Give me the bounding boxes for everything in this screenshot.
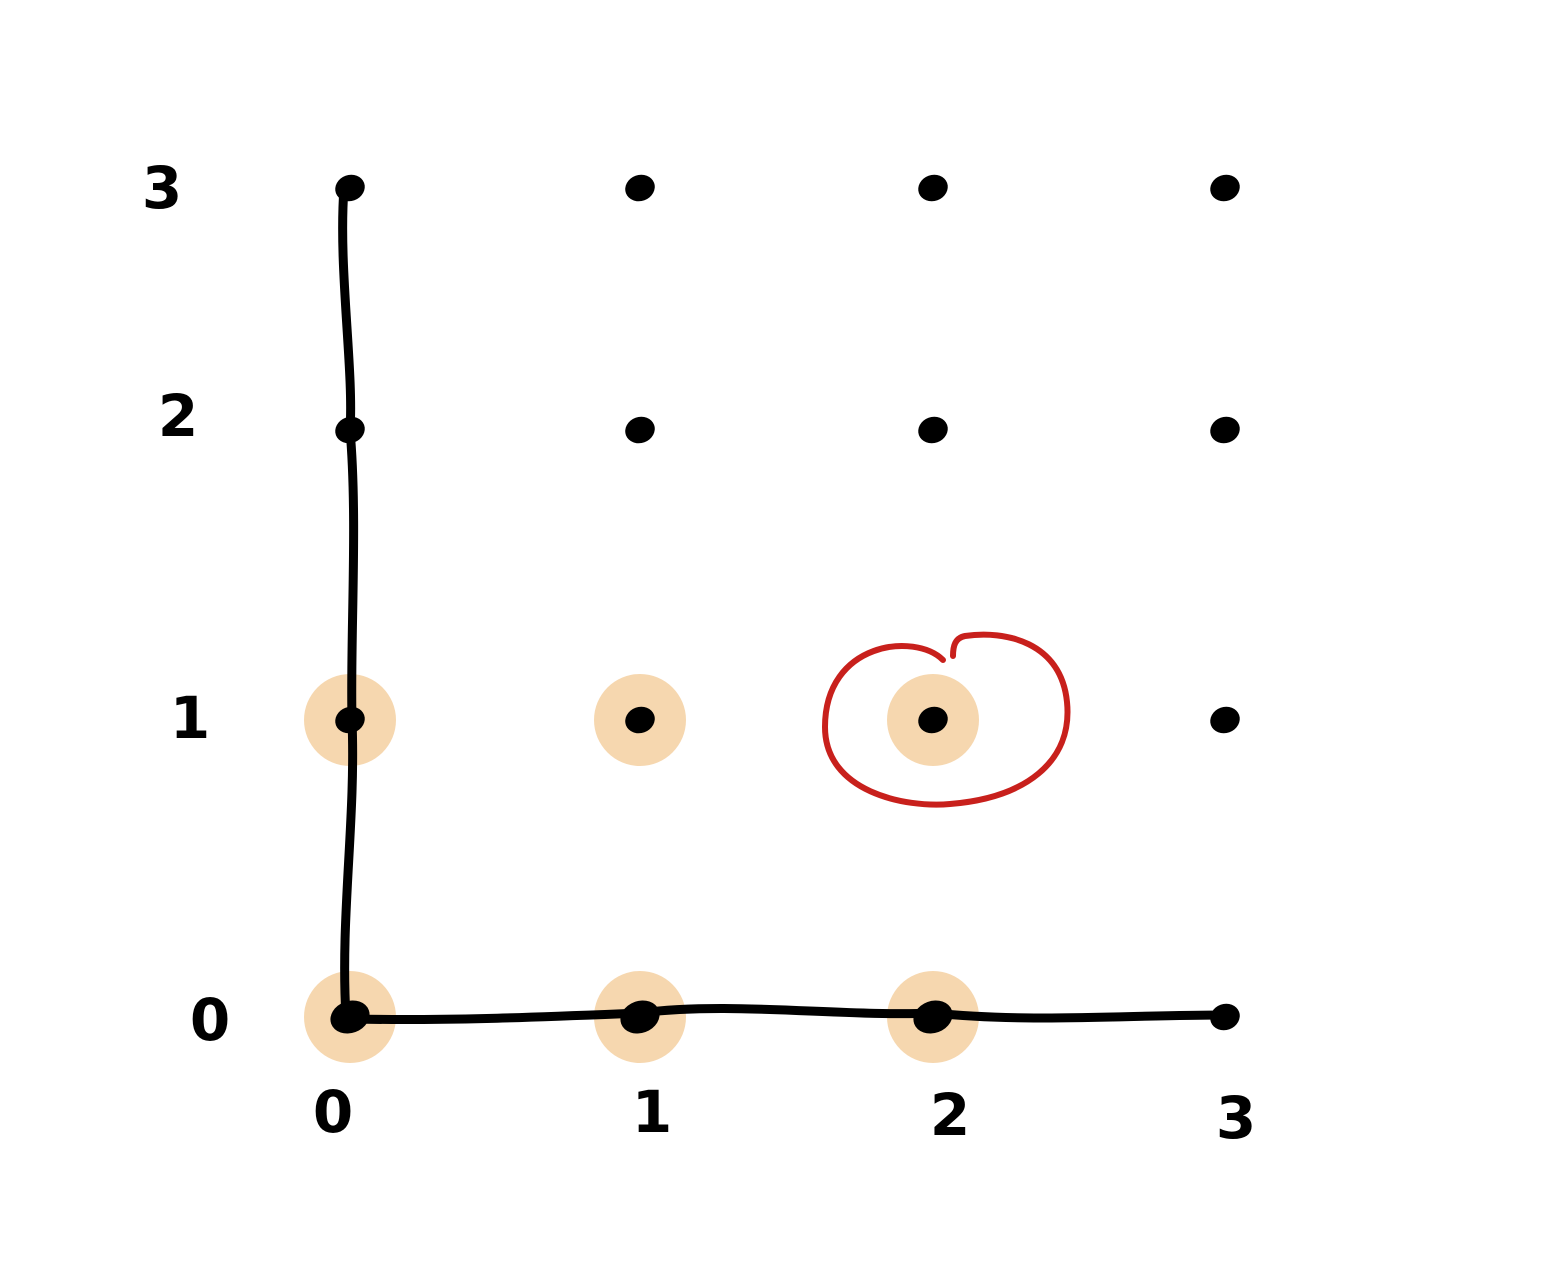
- grid-point-2-0: [913, 1000, 953, 1034]
- y-tick-label-1: 1: [170, 684, 210, 752]
- grid-point-3-2: [1210, 416, 1240, 444]
- horizontal-axis-line: [345, 1003, 1230, 1025]
- grid-point-3-0: [1210, 1003, 1240, 1031]
- red-circle-annotation: [821, 631, 1071, 808]
- tick-labels: 0 1 2 3 0 1 2 3: [142, 154, 1256, 1152]
- vertical-axis-line: [338, 183, 359, 1022]
- grid-point-2-1: [918, 706, 948, 734]
- grid-points: [330, 174, 1240, 1034]
- grid-point-0-1: [335, 706, 365, 734]
- grid-point-1-0: [620, 1000, 660, 1034]
- grid-point-1-2: [625, 416, 655, 444]
- x-tick-label-3: 3: [1216, 1084, 1256, 1152]
- x-tick-label-2: 2: [930, 1081, 970, 1149]
- grid-point-1-3: [625, 174, 655, 202]
- circled-point-marker: [821, 631, 1071, 808]
- grid-point-3-3: [1210, 174, 1240, 202]
- grid-point-2-2: [918, 416, 948, 444]
- grid-point-3-1: [1210, 706, 1240, 734]
- x-tick-label-0: 0: [313, 1078, 353, 1146]
- grid-point-0-2: [335, 416, 365, 444]
- y-tick-label-2: 2: [158, 382, 198, 450]
- grid-point-2-3: [918, 174, 948, 202]
- grid-point-1-1: [625, 706, 655, 734]
- grid-point-0-0: [330, 1000, 370, 1034]
- y-tick-label-0: 0: [190, 986, 230, 1054]
- grid-point-0-3: [335, 174, 365, 202]
- y-tick-label-3: 3: [142, 154, 182, 222]
- x-tick-label-1: 1: [632, 1078, 672, 1146]
- axis-lines: [338, 183, 1230, 1025]
